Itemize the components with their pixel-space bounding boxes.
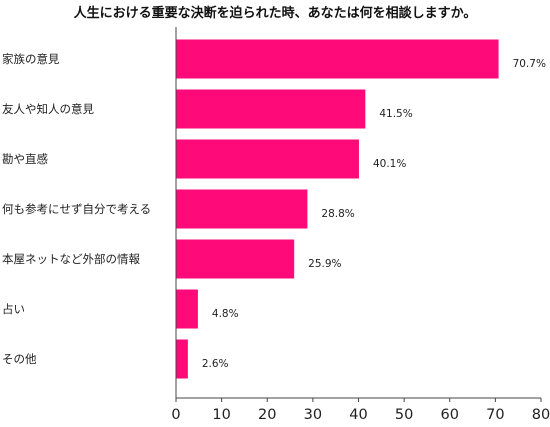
value-label: 4.8% (212, 308, 239, 320)
x-tick-label: 0 (171, 407, 180, 423)
bar-4 (176, 189, 308, 229)
x-tick-label: 10 (212, 407, 230, 423)
category-label: 占い (2, 302, 25, 316)
category-label: 本屋ネットなど外部の情報 (2, 252, 140, 266)
x-tick-label: 70 (486, 407, 504, 423)
x-tick-label: 20 (258, 407, 276, 423)
x-tick-label: 40 (349, 407, 367, 423)
x-tick-label: 80 (532, 407, 550, 423)
value-label: 28.8% (321, 208, 354, 220)
category-label: その他 (2, 352, 37, 366)
bar-2 (176, 89, 366, 129)
chart-title: 人生における重要な決断を迫られた時、あなたは何を相談しますか。 (73, 6, 477, 21)
x-tick-label: 50 (395, 407, 413, 423)
bar-5 (176, 239, 295, 279)
category-label: 勘や直感 (2, 152, 48, 166)
value-label: 2.6% (202, 358, 229, 370)
category-label: 友人や知人の意見 (2, 102, 94, 116)
category-label: 家族の意見 (2, 52, 60, 66)
value-label: 25.9% (308, 258, 341, 270)
bar-1 (176, 39, 499, 79)
category-label: 何も参考にせず自分で考える (2, 202, 151, 216)
bar-7 (176, 339, 188, 379)
bar-3 (176, 139, 359, 179)
value-label: 41.5% (379, 108, 412, 120)
x-tick-label: 60 (441, 407, 459, 423)
value-label: 70.7% (513, 58, 546, 70)
bar-6 (176, 289, 198, 329)
x-tick-label: 30 (304, 407, 322, 423)
value-label: 40.1% (373, 158, 406, 170)
